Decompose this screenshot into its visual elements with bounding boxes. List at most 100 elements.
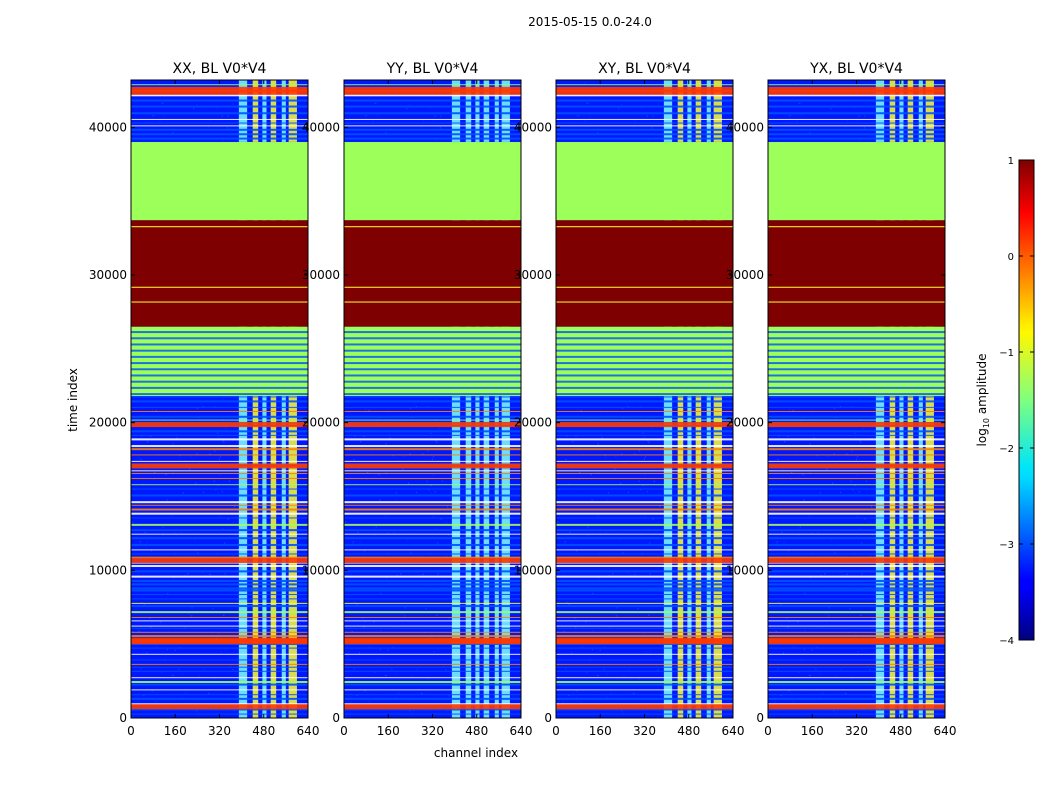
rfi-column [483, 80, 490, 718]
x-axis-label: channel index [434, 746, 518, 760]
colorbar: 1 0 −1 −2 −3 −4 [999, 156, 1035, 647]
heatmap-image [556, 80, 733, 718]
flag-row [344, 704, 521, 710]
flag-row [768, 86, 945, 92]
y-tick-label: 30000 [726, 268, 764, 282]
panel-3: XY, BL V0*V4 0 160 320 480 640 0 10000 20000 3000… [514, 61, 745, 738]
x-tick-label: 0 [552, 724, 560, 738]
y-tick-label: 0 [544, 711, 552, 725]
rfi-column [238, 80, 248, 718]
flag-row [768, 422, 945, 428]
flag-row [131, 463, 308, 469]
rfi-column [501, 80, 510, 718]
x-tick-label: 480 [252, 724, 275, 738]
x-tick-label: 320 [208, 724, 231, 738]
flag-row [344, 86, 521, 92]
colorbar-tick-label: −2 [999, 444, 1014, 455]
colorbar-gradient [1018, 159, 1035, 641]
x-tick-label: 0 [340, 724, 348, 738]
y-tick-label: 20000 [726, 416, 764, 430]
rfi-column [281, 80, 286, 718]
x-tick-label: 320 [421, 724, 444, 738]
panel-4: YX, BL V0*V4 0 160 320 480 640 0 10000 20000 3000… [726, 61, 957, 738]
colorbar-tick-label: −1 [999, 348, 1014, 359]
panel-title: YY, BL V0*V4 [386, 61, 479, 77]
rfi-column [252, 80, 259, 718]
flag-row [344, 557, 521, 563]
flag-row [556, 422, 733, 428]
flag-row [344, 422, 521, 428]
y-tick-label: 20000 [302, 416, 340, 430]
x-tick-label: 160 [589, 724, 612, 738]
saturated-block [131, 220, 308, 327]
x-tick-label: 160 [801, 724, 824, 738]
flag-row [768, 557, 945, 563]
x-tick-label: 160 [164, 724, 187, 738]
flag-row [768, 89, 945, 95]
rfi-column [465, 80, 472, 718]
rfi-column [288, 80, 297, 718]
heatmap-image [344, 80, 521, 718]
x-tick-label: 160 [377, 724, 400, 738]
y-tick-label: 20000 [514, 416, 552, 430]
x-tick-label: 320 [845, 724, 868, 738]
colorbar-tick-label: −4 [999, 636, 1014, 647]
heatmap-panels: XX, BL V0*V4 0 160 320 480 640 0 10000 20000 3000… [89, 61, 957, 738]
flag-row [131, 557, 308, 563]
y-tick-label: 0 [332, 711, 340, 725]
rfi-column [475, 80, 480, 718]
saturated-block [768, 220, 945, 327]
rfi-column [925, 80, 934, 718]
rfi-column [262, 80, 267, 718]
flag-row [131, 704, 308, 710]
rfi-column [889, 80, 896, 718]
panel-title: YX, BL V0*V4 [809, 61, 903, 77]
flat-block [556, 142, 733, 221]
rfi-column [270, 80, 277, 718]
flag-row [556, 89, 733, 95]
x-tick-label: 640 [297, 724, 320, 738]
flag-row [768, 637, 945, 643]
x-tick-label: 480 [889, 724, 912, 738]
rfi-column [451, 80, 461, 718]
panel-title: XY, BL V0*V4 [598, 61, 691, 77]
y-tick-label: 40000 [726, 120, 764, 134]
flagged-band [768, 326, 945, 397]
rfi-column [677, 80, 684, 718]
colorbar-tick-label: 1 [1008, 156, 1014, 167]
figure-suptitle: 2015-05-15 0.0-24.0 [528, 15, 652, 29]
x-tick-label: 480 [677, 724, 700, 738]
rfi-column [706, 80, 711, 718]
flag-row [556, 557, 733, 563]
flag-row [556, 86, 733, 92]
x-tick-label: 0 [127, 724, 135, 738]
panel-1: XX, BL V0*V4 0 160 320 480 640 0 10000 20000 3000… [89, 61, 320, 738]
flag-row [131, 422, 308, 428]
flag-row [131, 86, 308, 92]
flag-row [556, 637, 733, 643]
rfi-column [899, 80, 904, 718]
flag-row [768, 704, 945, 710]
rfi-column [875, 80, 885, 718]
y-tick-label: 10000 [89, 563, 127, 577]
flat-block [768, 142, 945, 221]
flag-row [556, 463, 733, 469]
x-tick-label: 640 [722, 724, 745, 738]
y-tick-label: 10000 [514, 563, 552, 577]
saturated-block [344, 220, 521, 327]
flag-row [556, 704, 733, 710]
y-tick-label: 20000 [89, 416, 127, 430]
panel-2: YY, BL V0*V4 0 160 320 480 640 0 10000 20000 3000… [302, 61, 533, 738]
y-tick-label: 30000 [302, 268, 340, 282]
rfi-column [494, 80, 499, 718]
flag-row [131, 637, 308, 643]
x-tick-label: 320 [633, 724, 656, 738]
saturated-block [556, 220, 733, 327]
y-tick-label: 10000 [726, 563, 764, 577]
y-tick-label: 40000 [302, 120, 340, 134]
colorbar-label: log10 amplitude [975, 354, 991, 447]
flat-block [131, 142, 308, 221]
y-tick-label: 40000 [89, 120, 127, 134]
x-tick-label: 480 [465, 724, 488, 738]
